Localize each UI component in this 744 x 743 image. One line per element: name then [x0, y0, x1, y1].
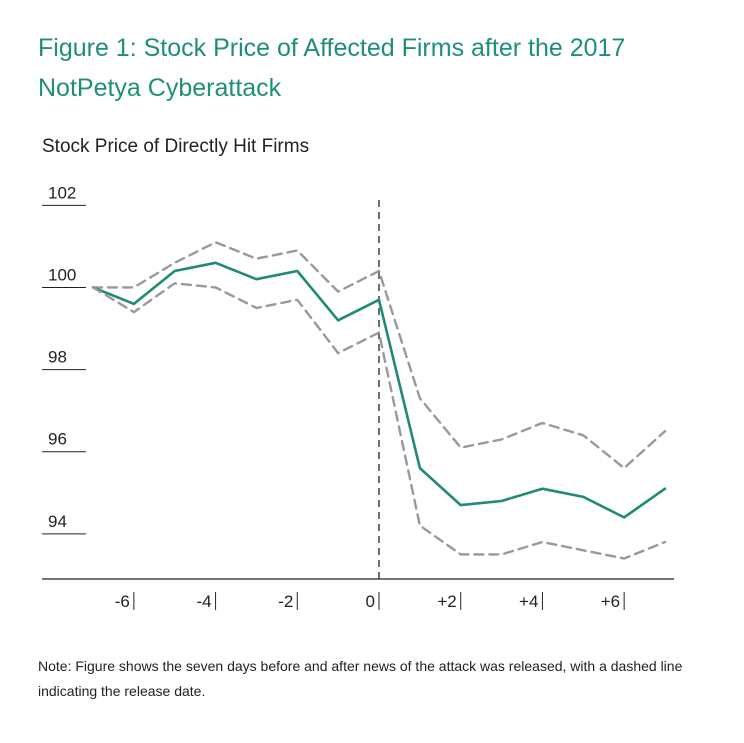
x-tick-label: -4: [196, 592, 211, 611]
y-tick-label: 100: [48, 265, 76, 284]
figure-note: Note: Figure shows the seven days before…: [38, 658, 683, 699]
x-axis: -6 -4 -2 0 +2 +4 +6: [42, 578, 674, 611]
x-tick-label: +2: [437, 592, 456, 611]
x-tick-label: -2: [278, 592, 293, 611]
y-tick-label: 94: [48, 512, 67, 531]
y-tick-label: 98: [48, 348, 67, 367]
line-chart: 94 96 98 100 102 -6 -4 -2 0 +2 +4 +6: [42, 183, 674, 611]
series-line-lower-bound: [91, 282, 667, 560]
figure-title-line-1: Figure 1: Stock Price of Affected Firms …: [38, 34, 626, 62]
y-tick-label: 102: [48, 183, 76, 202]
y-axis: 94 96 98 100 102: [42, 183, 86, 535]
series-line-upper-bound: [91, 241, 667, 470]
x-tick-label: -6: [115, 592, 130, 611]
figure-title-line-2: NotPetya Cyberattack: [38, 74, 282, 102]
x-tick-label: +6: [601, 592, 620, 611]
y-tick-label: 96: [48, 430, 67, 449]
x-tick-label: +4: [519, 592, 538, 611]
series-group: [91, 241, 667, 560]
chart-subtitle: Stock Price of Directly Hit Firms: [42, 136, 310, 157]
figure-title: Figure 1: Stock Price of Affected Firms …: [38, 28, 718, 108]
x-tick-label: 0: [366, 592, 375, 611]
series-line-stock-price: [91, 261, 667, 519]
